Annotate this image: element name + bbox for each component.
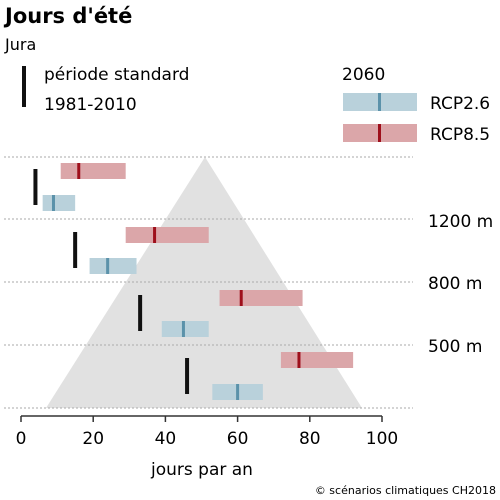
x-tick-label: 60 xyxy=(227,429,249,449)
altitude-label-1200: 1200 m xyxy=(428,212,493,232)
x-tick-label: 80 xyxy=(299,429,321,449)
legend-reference-marker xyxy=(22,66,26,107)
reference-period-marker xyxy=(73,232,78,268)
rcp85-median-mark xyxy=(239,290,243,306)
range-bars xyxy=(33,163,354,400)
rcp26-range-bar xyxy=(161,321,209,337)
rcp85-range-bar xyxy=(280,352,354,368)
rcp26-median-mark xyxy=(51,195,55,211)
reference-period-marker xyxy=(33,169,38,205)
legend-rcp26-label: RCP2.6 xyxy=(430,94,490,114)
x-tick-label: 100 xyxy=(366,429,398,449)
x-tick-label: 40 xyxy=(155,429,177,449)
x-tick-label: 0 xyxy=(16,429,27,449)
altitude-grid xyxy=(4,156,413,409)
rcp85-median-mark xyxy=(77,163,81,179)
reference-period-marker xyxy=(185,358,190,394)
rcp85-median-mark xyxy=(297,352,301,368)
legend: période standard 1981-2010 2060 RCP2.6 R… xyxy=(22,65,490,145)
x-tick-label: 20 xyxy=(82,429,104,449)
rcp26-median-mark xyxy=(181,321,185,337)
legend-rcp85-label: RCP8.5 xyxy=(430,125,490,145)
legend-scenario-header: 2060 xyxy=(342,65,385,85)
rcp85-range-bar xyxy=(219,290,303,306)
altitude-label-800: 800 m xyxy=(428,274,482,294)
legend-reference-line2: 1981-2010 xyxy=(44,95,137,115)
rcp85-range-bar xyxy=(60,163,126,179)
rcp26-median-mark xyxy=(236,384,240,400)
legend-reference-line1: période standard xyxy=(44,65,189,85)
legend-rcp26-median xyxy=(378,93,381,111)
x-axis: 0 20 40 60 80 100 xyxy=(16,415,398,449)
reference-period-marker xyxy=(138,295,143,331)
credit-text: © scénarios climatiques CH2018 xyxy=(315,484,496,497)
legend-rcp85-median xyxy=(378,124,381,142)
rcp26-median-mark xyxy=(106,258,110,274)
chart-subtitle: Jura xyxy=(4,35,36,54)
rcp85-median-mark xyxy=(153,227,157,243)
altitude-label-500: 500 m xyxy=(428,337,482,357)
chart-title: Jours d'été xyxy=(3,4,132,28)
x-axis-label: jours par an xyxy=(150,460,253,480)
rcp26-range-bar xyxy=(89,258,137,274)
rcp85-range-bar xyxy=(125,227,209,243)
rcp26-range-bar xyxy=(42,195,76,211)
